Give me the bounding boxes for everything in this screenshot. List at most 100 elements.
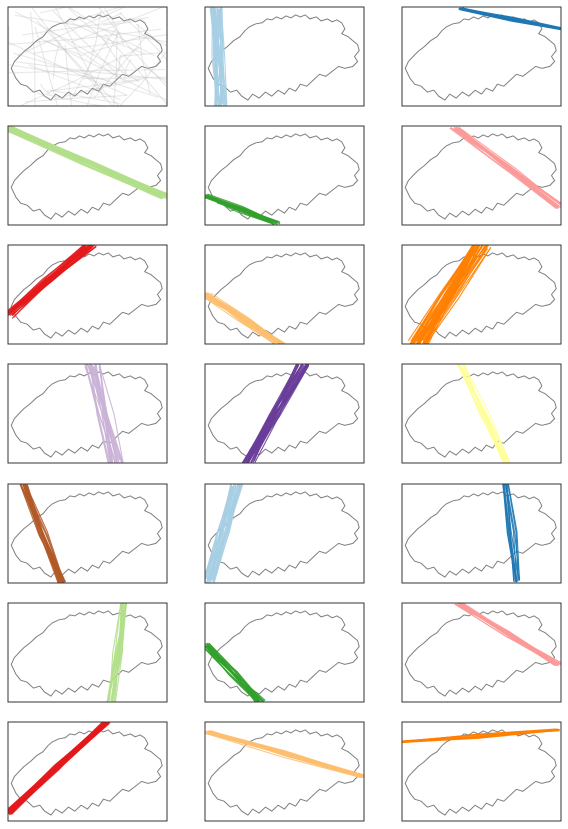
country-outline <box>404 14 557 101</box>
trajectory-line <box>98 364 124 462</box>
panel-frame <box>204 602 365 703</box>
trajectory-line <box>8 128 167 196</box>
panel-frame <box>7 6 168 107</box>
trajectory-line <box>50 89 120 105</box>
trajectory-group <box>456 364 511 463</box>
trajectory-line <box>420 245 477 342</box>
trajectory-line <box>205 730 362 779</box>
trajectory-line <box>119 51 166 57</box>
trajectory-line <box>205 194 277 223</box>
trajectory-line <box>23 484 61 583</box>
map-panel-7 <box>7 244 168 345</box>
panel-frame <box>204 244 365 345</box>
map-panel-4 <box>7 125 168 226</box>
map-panel-21 <box>401 721 562 822</box>
trajectory-line <box>45 77 146 92</box>
country-outline <box>404 729 557 816</box>
map-panel-18 <box>401 602 562 703</box>
trajectory-line <box>207 731 362 776</box>
trajectory-line <box>53 79 141 100</box>
country-outline <box>10 371 163 458</box>
trajectory-line <box>210 294 283 343</box>
panel-frame <box>401 602 562 703</box>
trajectory-line <box>64 44 73 106</box>
trajectory-line <box>118 50 167 106</box>
trajectory-line <box>36 92 52 100</box>
trajectory-line <box>205 732 361 778</box>
trajectory-group <box>106 603 128 702</box>
trajectory-line <box>66 7 109 44</box>
trajectory-line <box>217 7 223 104</box>
map-panel-19 <box>7 721 168 822</box>
trajectory-line <box>113 33 118 106</box>
trajectory-line <box>449 127 558 208</box>
trajectory-line <box>8 245 92 314</box>
map-panel-14 <box>204 483 365 584</box>
trajectory-line <box>112 604 126 702</box>
trajectory-line <box>507 484 519 582</box>
trajectory-line <box>86 31 120 106</box>
trajectory-line <box>423 245 484 342</box>
trajectory-line <box>206 294 281 344</box>
trajectory-line <box>94 366 114 463</box>
trajectory-line <box>46 94 107 106</box>
country-outline <box>404 133 557 220</box>
trajectory-group <box>205 291 286 344</box>
trajectory-line <box>30 7 112 106</box>
trajectory-line <box>19 484 65 583</box>
trajectory-group <box>8 245 97 319</box>
trajectory-line <box>83 76 167 80</box>
trajectory-line <box>45 40 167 101</box>
country-outline <box>10 14 163 101</box>
panel-frame <box>401 6 562 107</box>
trajectory-group <box>205 642 266 702</box>
trajectory-line <box>71 22 146 55</box>
trajectory-line <box>205 196 278 223</box>
trajectory-group <box>502 484 521 583</box>
trajectory-line <box>22 17 149 36</box>
trajectory-line <box>40 7 70 14</box>
map-panel-6 <box>401 125 562 226</box>
trajectory-line <box>207 484 233 580</box>
trajectory-line <box>451 127 559 209</box>
trajectory-line <box>70 28 117 100</box>
trajectory-line <box>16 7 126 57</box>
panel-frame <box>204 363 365 464</box>
trajectory-line <box>106 604 127 702</box>
map-panel-10 <box>7 363 168 464</box>
trajectory-line <box>30 11 36 106</box>
trajectory-line <box>211 8 218 104</box>
trajectory-line <box>210 485 240 581</box>
country-outline <box>404 491 557 578</box>
trajectory-line <box>402 729 561 743</box>
country-outline <box>10 491 163 578</box>
trajectory-line <box>137 23 151 96</box>
trajectory-line <box>46 27 127 83</box>
trajectory-line <box>25 484 65 583</box>
panel-frame <box>401 483 562 584</box>
map-panel-15 <box>401 483 562 584</box>
country-outline <box>10 729 163 816</box>
trajectory-line <box>247 364 304 462</box>
trajectory-line <box>104 7 125 45</box>
country-outline <box>207 252 360 339</box>
trajectory-line <box>34 26 59 106</box>
trajectory-line <box>454 128 561 205</box>
trajectory-group <box>205 484 244 583</box>
trajectory-line <box>14 14 167 43</box>
map-panel-8 <box>204 244 365 345</box>
trajectory-line <box>459 7 561 30</box>
trajectory-line <box>135 23 167 47</box>
trajectory-group <box>449 126 561 210</box>
panel-frame <box>401 244 562 345</box>
trajectory-line <box>102 19 144 26</box>
trajectory-line <box>206 642 263 702</box>
trajectory-line <box>101 37 126 72</box>
trajectory-line <box>426 246 474 344</box>
trajectory-group <box>209 7 228 106</box>
trajectory-line <box>25 94 128 103</box>
map-panel-12 <box>401 363 562 464</box>
trajectory-line <box>505 484 521 581</box>
trajectory-line <box>100 12 123 23</box>
trajectory-line <box>8 68 166 74</box>
